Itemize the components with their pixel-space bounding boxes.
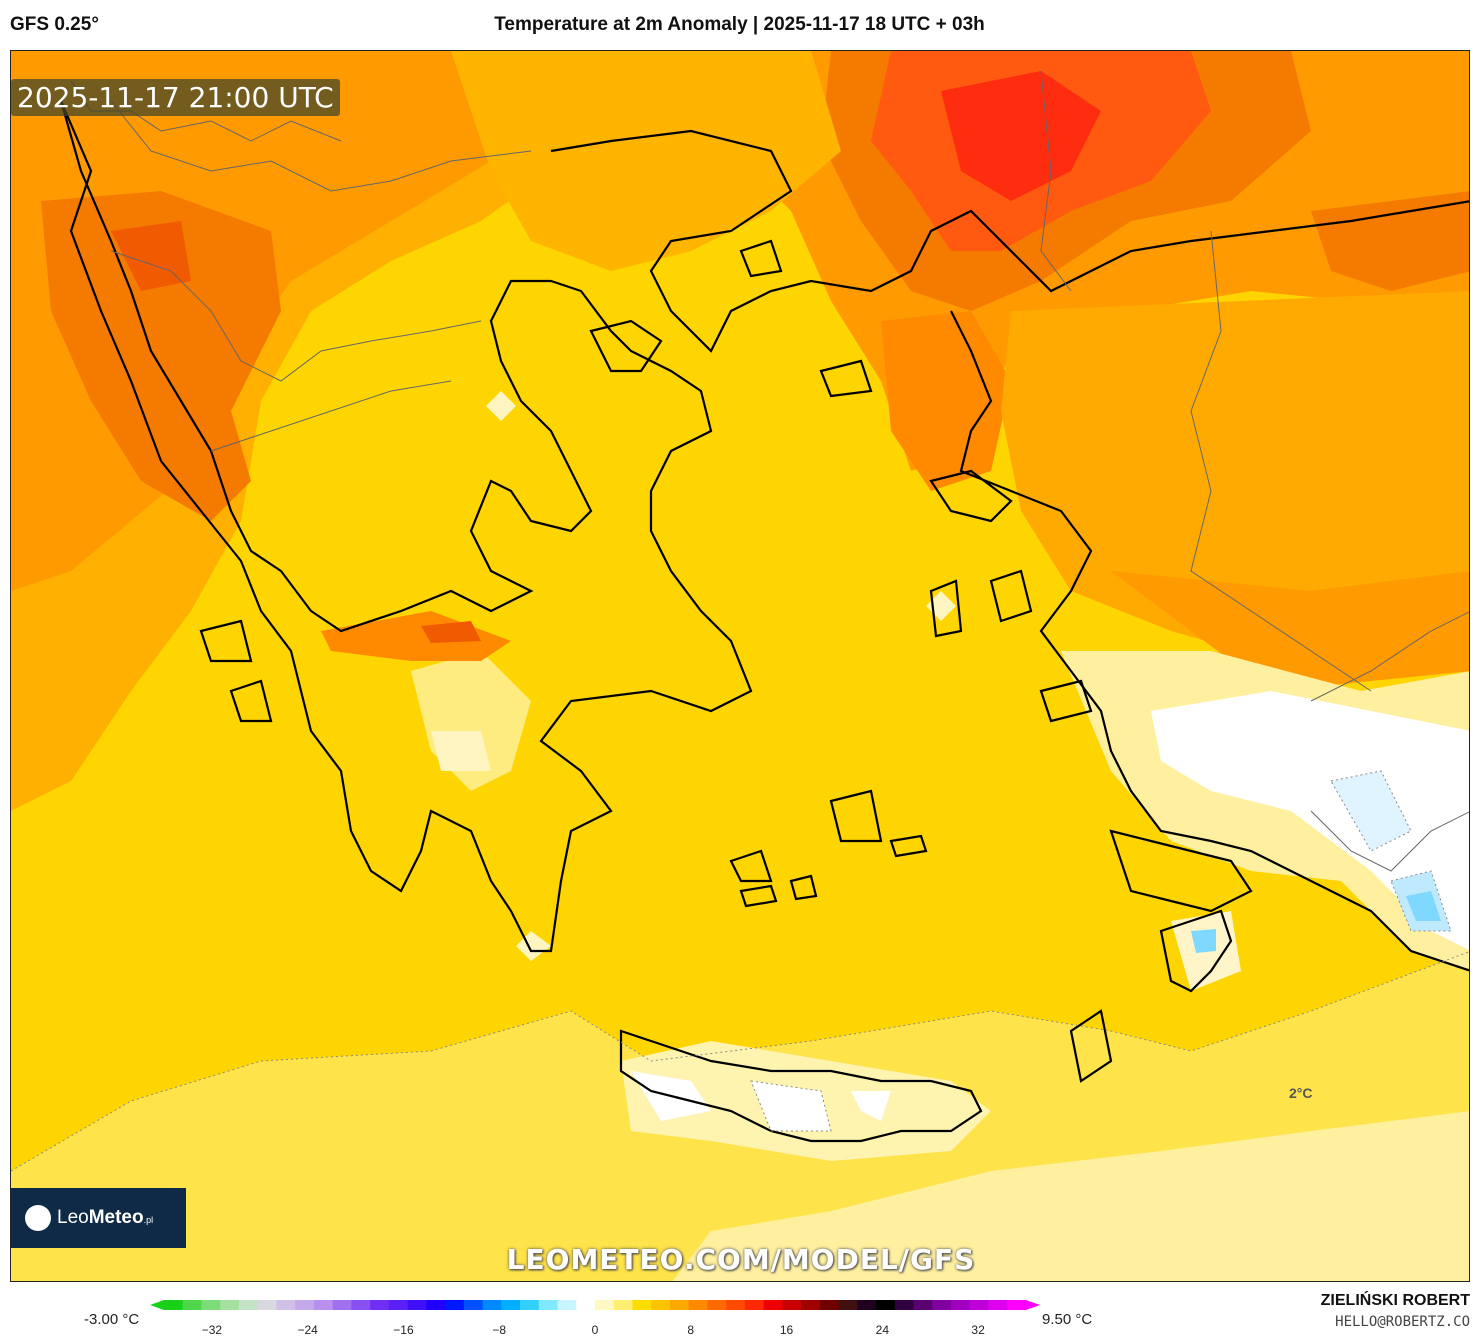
- colorbar-swatch: [838, 1300, 858, 1310]
- colorbar-swatch: [295, 1300, 315, 1310]
- sun-icon: [25, 1205, 51, 1231]
- colorbar: [150, 1300, 1040, 1310]
- colorbar-swatch: [969, 1300, 990, 1310]
- coastline: [59, 100, 1469, 1143]
- colorbar-min-label: -3.00 °C: [84, 1311, 140, 1328]
- colorbar-swatch: [370, 1300, 390, 1310]
- colorbar-swatch: [257, 1300, 277, 1310]
- model-name: GFS 0.25°: [10, 14, 99, 35]
- colorbar-swatch: [164, 1300, 184, 1310]
- colorbar-swatch: [482, 1300, 502, 1310]
- colorbar-swatch: [220, 1300, 240, 1310]
- colorbar-swatch: [857, 1300, 877, 1310]
- colorbar-swatch: [744, 1300, 765, 1310]
- logo-wordmark: LeoMeteo.pl: [57, 1207, 154, 1228]
- colorbar-swatch: [595, 1300, 615, 1310]
- colorbar-swatch: [913, 1300, 933, 1310]
- colorbar-tick-label: −32: [201, 1323, 223, 1337]
- colorbar-swatch: [576, 1300, 596, 1310]
- colorbar-swatch: [988, 1300, 1008, 1310]
- author-name: ZIELIŃSKI ROBERT: [1320, 1292, 1470, 1309]
- colorbar-swatch: [313, 1300, 334, 1310]
- colorbar-swatch: [388, 1300, 409, 1310]
- colorbar-tick-label: 32: [971, 1323, 985, 1337]
- colorbar-swatch: [520, 1300, 540, 1310]
- site-watermark: LEOMETEO.COM/MODEL/GFS: [506, 1243, 976, 1276]
- colorbar-swatch: [894, 1300, 915, 1310]
- colorbar-swatch: [707, 1300, 727, 1310]
- colorbar-tick-label: −16: [393, 1323, 414, 1337]
- colorbar-swatch: [1007, 1300, 1027, 1310]
- colorbar-swatch: [463, 1300, 484, 1310]
- colorbar-swatch: [276, 1300, 296, 1310]
- colorbar-tick-label: 16: [779, 1323, 794, 1337]
- colorbar-max-label: 9.50 °C: [1042, 1311, 1093, 1328]
- colorbar-ticks: −32 −24 −16 −8 0 8 16 24 32: [150, 1323, 1040, 1338]
- colorbar-tick-label: 8: [687, 1323, 695, 1337]
- colorbar-swatch: [445, 1300, 465, 1310]
- isolines: [11, 770, 1469, 1172]
- colorbar-swatch: [688, 1300, 708, 1310]
- valid-time-label: 2025-11-17 21:00 UTC: [11, 79, 340, 116]
- colorbar-swatch: [407, 1300, 427, 1310]
- colorbar-max-arrow: [1026, 1300, 1040, 1310]
- colorbar-swatch: [801, 1300, 821, 1310]
- author-email[interactable]: HELLO@ROBERTZ.CO: [1335, 1314, 1470, 1330]
- colorbar-swatch: [501, 1300, 521, 1310]
- colorbar-tick-label: −8: [492, 1323, 507, 1337]
- colorbar-swatch: [538, 1300, 559, 1310]
- country-borders: [70, 70, 1469, 872]
- colorbar-swatch: [951, 1300, 971, 1310]
- map-title: Temperature at 2m Anomaly | 2025-11-17 1…: [494, 14, 985, 35]
- colorbar-swatch: [763, 1300, 783, 1310]
- colorbar-tick-label: 0: [591, 1323, 599, 1337]
- colorbar-swatch: [426, 1300, 446, 1310]
- colorbar-min-arrow: [150, 1300, 164, 1310]
- temperature-anomaly-map[interactable]: 2025-11-17 21:00 UTC 2°C LeoMeteo.pl LEO…: [10, 50, 1470, 1282]
- colorbar-swatch: [201, 1300, 221, 1310]
- colorbar-swatch: [726, 1300, 746, 1310]
- anomaly-field: [11, 51, 1469, 1281]
- colorbar-swatch: [182, 1300, 202, 1310]
- colorbar-swatch: [557, 1300, 577, 1310]
- colorbar-swatch: [876, 1300, 896, 1310]
- colorbar-swatch: [819, 1300, 840, 1310]
- colorbar-swatch: [669, 1300, 690, 1310]
- colorbar-swatch: [651, 1300, 671, 1310]
- colorbar-swatch: [932, 1300, 952, 1310]
- colorbar-tick-label: −24: [297, 1323, 318, 1337]
- colorbar-swatch: [351, 1300, 371, 1310]
- colorbar-swatch: [632, 1300, 652, 1310]
- colorbar-swatch: [613, 1300, 633, 1310]
- leometeo-logo[interactable]: LeoMeteo.pl: [11, 1188, 186, 1248]
- colorbar-tick-label: 24: [875, 1323, 890, 1337]
- isoline-label: 2°C: [1289, 1085, 1313, 1101]
- colorbar-swatch: [782, 1300, 802, 1310]
- colorbar-swatch: [238, 1300, 259, 1310]
- colorbar-swatch: [332, 1300, 352, 1310]
